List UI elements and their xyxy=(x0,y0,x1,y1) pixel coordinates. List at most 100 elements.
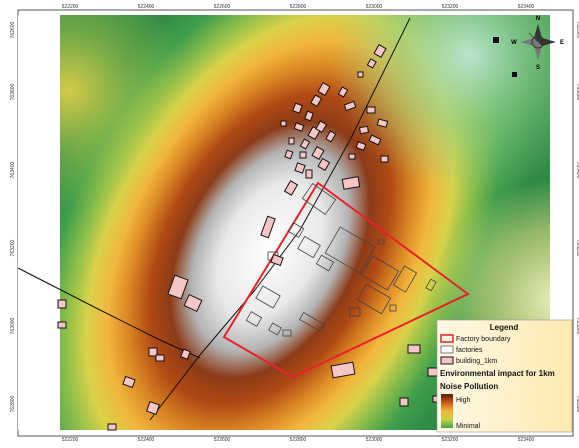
building-shape xyxy=(343,100,357,112)
north-arrow-icon: N S W E xyxy=(511,16,564,71)
y-tick-label: 762800 xyxy=(575,396,579,413)
building-shape xyxy=(57,299,67,309)
building-shape xyxy=(317,81,331,97)
north-label: N xyxy=(536,16,540,22)
factory-shape xyxy=(425,278,437,292)
factory-shape xyxy=(287,222,305,238)
west-label: W xyxy=(511,40,517,46)
building-shape xyxy=(380,155,389,163)
y-tick-label: 763600 xyxy=(575,84,579,101)
y-tick-label: 763200 xyxy=(575,240,579,257)
building-shape xyxy=(325,130,337,143)
factory-boundary-polygon xyxy=(222,181,470,379)
factory-shape xyxy=(377,239,385,245)
building-shape xyxy=(260,215,276,239)
y-tick-label: 763200 xyxy=(10,239,16,256)
factory-shape xyxy=(268,322,282,336)
building-shape xyxy=(358,125,370,135)
x-axis-bottom: 522200 522400 522600 522800 523000 52320… xyxy=(62,437,535,443)
legend-noise-heading: Noise Pollution xyxy=(440,382,498,391)
legend-swatch-factory-boundary xyxy=(440,334,454,343)
y-tick-label: 763000 xyxy=(575,318,579,335)
legend-impact-heading: Environmental impact for 1km xyxy=(440,369,555,378)
y-axis-right: 763600 763400 763200 763000 762800 76260… xyxy=(575,22,579,413)
building-shape xyxy=(145,400,161,416)
x-tick-label: 522200 xyxy=(62,437,79,443)
building-shape xyxy=(180,348,191,360)
building-shape xyxy=(292,102,303,114)
building-shape xyxy=(284,149,294,160)
building-shape xyxy=(366,106,376,114)
building-shape xyxy=(399,397,409,407)
building-shape xyxy=(337,86,349,98)
x-tick-label: 522400 xyxy=(138,437,155,443)
factory-shape xyxy=(389,304,397,312)
factory-shape xyxy=(392,265,418,293)
east-label: E xyxy=(560,40,564,46)
small-black-markers xyxy=(493,37,517,77)
y-tick-label: 762800 xyxy=(10,395,16,412)
building-shape xyxy=(107,423,117,431)
legend-label-building: building_1km xyxy=(456,358,497,365)
legend-color-ramp xyxy=(441,394,453,428)
y-tick-label: 763400 xyxy=(10,161,16,178)
building-shape xyxy=(330,361,356,379)
building-shape xyxy=(270,253,284,267)
factory-shape xyxy=(360,255,400,291)
building-shape xyxy=(148,347,158,357)
building-shape xyxy=(305,169,313,179)
x-tick-label: 523000 xyxy=(366,437,383,443)
legend-label-factories: factories xyxy=(456,347,483,354)
x-tick-label: 522600 xyxy=(214,4,231,10)
factory-shape xyxy=(297,235,321,259)
building-shape xyxy=(310,94,323,108)
y-tick-label: 762600 xyxy=(575,22,579,39)
building-shape xyxy=(288,137,295,145)
x-tick-label: 522600 xyxy=(214,437,231,443)
x-axis-top: 522200 522400 522600 522800 523000 52320… xyxy=(62,4,535,10)
y-tick-label: 763600 xyxy=(10,83,16,100)
building-shape xyxy=(304,110,314,122)
building-shape xyxy=(155,354,165,362)
building-shape xyxy=(368,134,382,146)
building-shape xyxy=(122,375,136,389)
factory-shape xyxy=(349,307,361,317)
building-shape xyxy=(366,58,377,69)
factory-shape xyxy=(245,311,263,327)
legend-title: Legend xyxy=(490,323,519,332)
factory-shape xyxy=(324,226,376,274)
x-tick-label: 523000 xyxy=(366,4,383,10)
x-tick-label: 522800 xyxy=(290,437,307,443)
x-tick-label: 522400 xyxy=(138,4,155,10)
building-shape xyxy=(167,274,189,300)
legend-ramp-low: Minimal xyxy=(456,423,481,430)
legend-swatch-factories xyxy=(440,345,454,354)
x-tick-label: 522200 xyxy=(62,4,79,10)
x-tick-label: 523400 xyxy=(518,4,535,10)
building-shape xyxy=(283,180,299,196)
building-shape xyxy=(315,120,328,134)
building-shape xyxy=(357,71,364,78)
y-axis-left: 763600 763400 763200 763000 762800 76260… xyxy=(10,21,16,412)
y-tick-label: 763000 xyxy=(10,317,16,334)
legend-label-factory-boundary: Factory boundary xyxy=(456,336,511,343)
building-shape xyxy=(294,162,306,174)
legend: Legend Factory boundary factories buildi… xyxy=(436,319,573,433)
factory-shape xyxy=(299,311,325,333)
legend-background xyxy=(436,319,573,433)
factory-shape xyxy=(301,183,337,215)
y-tick-label: 762600 xyxy=(10,21,16,38)
buildings-layer xyxy=(57,43,442,431)
factory-shape xyxy=(282,329,292,337)
building-shape xyxy=(311,145,325,161)
building-shape xyxy=(57,321,67,329)
building-shape xyxy=(317,157,331,172)
y-tick-label: 763400 xyxy=(575,162,579,179)
building-shape xyxy=(280,120,287,127)
legend-swatch-building xyxy=(440,356,454,365)
factory-shape xyxy=(255,285,281,309)
building-shape xyxy=(183,293,203,313)
legend-ramp-high: High xyxy=(456,397,471,404)
x-tick-label: 523200 xyxy=(442,4,459,10)
